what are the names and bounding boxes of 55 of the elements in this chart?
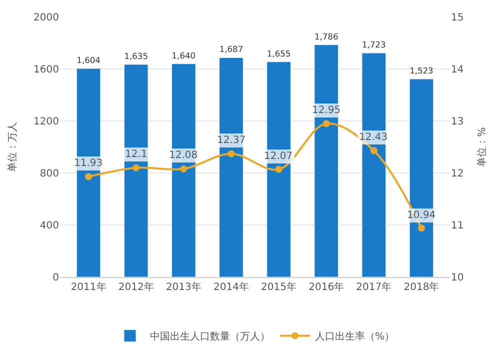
data-label: 12.95 <box>312 105 341 116</box>
bar <box>409 78 434 277</box>
x-tick-label: 2013年 <box>166 281 202 293</box>
y-tick-label: 400 <box>40 220 59 232</box>
point <box>370 147 378 154</box>
data-label: 12.1 <box>125 149 148 160</box>
y-tick-label: 2000 <box>34 12 59 24</box>
y-tick-label: 0 <box>52 272 59 284</box>
point <box>228 150 235 158</box>
legend-label: 人口出生率（%） <box>315 330 395 343</box>
data-label: 1,723 <box>362 40 386 50</box>
point <box>85 173 92 180</box>
x-tick-label: 2018年 <box>404 281 440 293</box>
x-tick-label: 2017年 <box>356 281 392 293</box>
point <box>322 120 330 128</box>
data-label: 1,687 <box>219 44 244 54</box>
point <box>418 224 425 232</box>
y2-tick-label: 11 <box>451 220 464 232</box>
x-tick-label: 2015年 <box>261 281 297 293</box>
data-label: 1,655 <box>266 48 291 58</box>
data-label: 1,786 <box>314 31 338 42</box>
y2-tick-label: 10 <box>451 272 464 284</box>
y-tick-label: 1600 <box>34 64 59 76</box>
data-label: 10.94 <box>407 210 436 221</box>
y-axis-title: 单位：万人 <box>6 122 19 172</box>
y-tick-label: 1200 <box>34 116 59 128</box>
y2-tick-label: 12 <box>451 168 464 180</box>
bar <box>362 52 386 277</box>
data-label: 12.07 <box>264 151 293 162</box>
bar <box>172 64 196 277</box>
bar <box>76 68 101 277</box>
y2-tick-label: 14 <box>451 64 464 76</box>
data-label: 1,523 <box>410 66 434 76</box>
point <box>275 166 282 173</box>
bar <box>124 64 148 277</box>
point <box>180 165 188 172</box>
legend-label: 中国出生人口数量（万人） <box>150 330 270 343</box>
data-label: 12.43 <box>359 132 388 143</box>
data-label: 1,640 <box>172 50 196 60</box>
data-label: 1,635 <box>124 50 148 61</box>
data-label: 12.08 <box>169 150 198 161</box>
data-label: 12.37 <box>217 135 246 146</box>
x-tick-label: 2012年 <box>118 281 154 293</box>
y2-tick-label: 15 <box>451 12 464 24</box>
y2-axis-title: 单位：% <box>476 127 488 167</box>
y-tick-label: 800 <box>40 168 59 180</box>
point <box>132 164 140 172</box>
data-label: 1,604 <box>76 54 100 65</box>
bar <box>219 57 244 277</box>
bar <box>314 44 338 277</box>
x-tick-label: 2011年 <box>70 281 106 293</box>
x-tick-label: 2016年 <box>308 281 344 293</box>
y2-tick-label: 13 <box>451 116 464 128</box>
x-tick-label: 2014年 <box>213 281 249 293</box>
data-label: 11.93 <box>74 158 103 169</box>
